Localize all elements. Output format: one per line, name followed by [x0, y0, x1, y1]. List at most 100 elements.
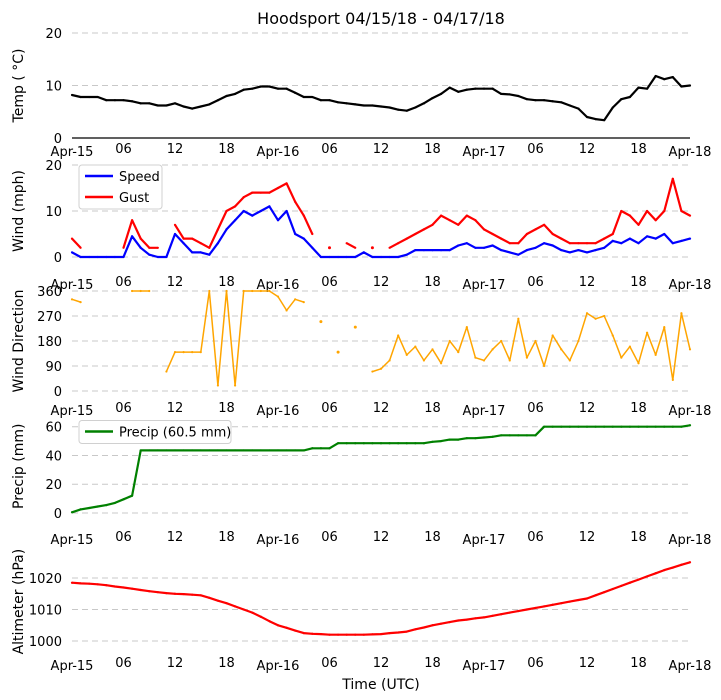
data-point	[594, 242, 597, 245]
data-point	[585, 425, 589, 428]
data-point	[130, 587, 134, 590]
data-point	[594, 594, 597, 597]
x-tick-label: 18	[218, 142, 235, 157]
data-point	[259, 191, 262, 194]
data-point	[285, 626, 288, 629]
data-point	[534, 99, 537, 102]
data-point	[500, 237, 503, 240]
data-point	[199, 351, 202, 354]
y-tick-label: 0	[54, 507, 62, 522]
data-point	[311, 95, 314, 99]
data-point	[680, 312, 683, 315]
x-tick-label: 18	[424, 530, 441, 545]
data-point	[139, 289, 142, 293]
data-point	[414, 442, 417, 445]
x-tick-label: 18	[630, 656, 647, 671]
data-point	[302, 449, 305, 452]
data-point	[577, 242, 580, 245]
x-tick-label: 06	[321, 401, 338, 416]
data-point	[148, 289, 151, 293]
x-tick-label: 12	[167, 275, 184, 290]
data-point	[139, 237, 142, 240]
series-line-gust	[346, 242, 356, 249]
data-point	[268, 191, 271, 194]
data-point	[551, 603, 554, 606]
data-point	[88, 255, 91, 259]
data-point	[397, 631, 400, 634]
data-point	[551, 232, 554, 236]
data-point	[79, 582, 82, 585]
y-tick-label: 180	[37, 335, 62, 350]
data-point	[319, 255, 323, 259]
x-tick-label: 06	[527, 656, 544, 671]
data-point	[628, 214, 632, 217]
x-tick-label: 12	[579, 275, 596, 290]
x-tick-label: 06	[115, 401, 132, 416]
data-point	[371, 633, 374, 636]
data-point	[311, 232, 314, 236]
series-line	[165, 290, 305, 387]
data-point	[233, 92, 237, 95]
data-point	[585, 312, 589, 315]
x-tick-label: Apr-17	[463, 659, 506, 674]
data-point	[414, 232, 417, 236]
data-point	[431, 223, 434, 226]
data-point	[242, 88, 245, 91]
data-point	[568, 359, 571, 362]
data-point	[482, 87, 486, 90]
data-point	[671, 425, 674, 428]
data-point	[319, 320, 323, 323]
data-point	[645, 87, 649, 90]
data-point	[96, 95, 99, 99]
data-point	[122, 99, 125, 102]
data-point	[465, 437, 468, 440]
series-line	[372, 312, 691, 381]
y-tick-label: 360	[37, 285, 62, 300]
data-point	[405, 630, 408, 633]
x-tick-label: Apr-18	[669, 145, 712, 160]
data-point	[645, 425, 649, 428]
data-point	[517, 94, 520, 98]
data-point	[216, 99, 220, 102]
y-tick-label: 90	[45, 360, 62, 375]
data-point	[259, 209, 262, 213]
data-point	[663, 326, 666, 329]
data-point	[620, 425, 623, 428]
series-line	[71, 561, 691, 636]
x-tick-label: 12	[579, 401, 596, 416]
data-point	[371, 104, 374, 107]
y-tick-label: 1000	[29, 635, 62, 650]
data-point	[671, 242, 674, 245]
data-point	[285, 87, 288, 90]
data-point	[603, 314, 606, 318]
data-point	[354, 442, 357, 445]
data-point	[457, 438, 460, 441]
data-point	[328, 447, 331, 450]
data-point	[113, 255, 117, 259]
y-tick-label: 0	[54, 251, 62, 266]
data-point	[628, 345, 632, 348]
data-point	[431, 97, 434, 100]
data-point	[542, 99, 546, 102]
data-point	[508, 242, 511, 245]
data-point	[148, 246, 151, 249]
data-point	[688, 214, 692, 217]
data-point	[122, 246, 125, 249]
data-point	[637, 223, 640, 226]
y-tick-label: 40	[45, 449, 62, 464]
data-point	[603, 591, 606, 594]
data-point	[199, 242, 202, 245]
data-point	[88, 506, 91, 510]
x-tick-label: Apr-17	[463, 404, 506, 419]
x-tick-label: 12	[167, 142, 184, 157]
data-point	[628, 237, 632, 240]
data-point	[517, 609, 520, 613]
data-point	[165, 592, 168, 595]
data-point	[448, 438, 451, 441]
data-point	[208, 103, 211, 106]
data-point	[422, 442, 426, 445]
data-point	[525, 608, 529, 611]
data-point	[199, 594, 202, 597]
